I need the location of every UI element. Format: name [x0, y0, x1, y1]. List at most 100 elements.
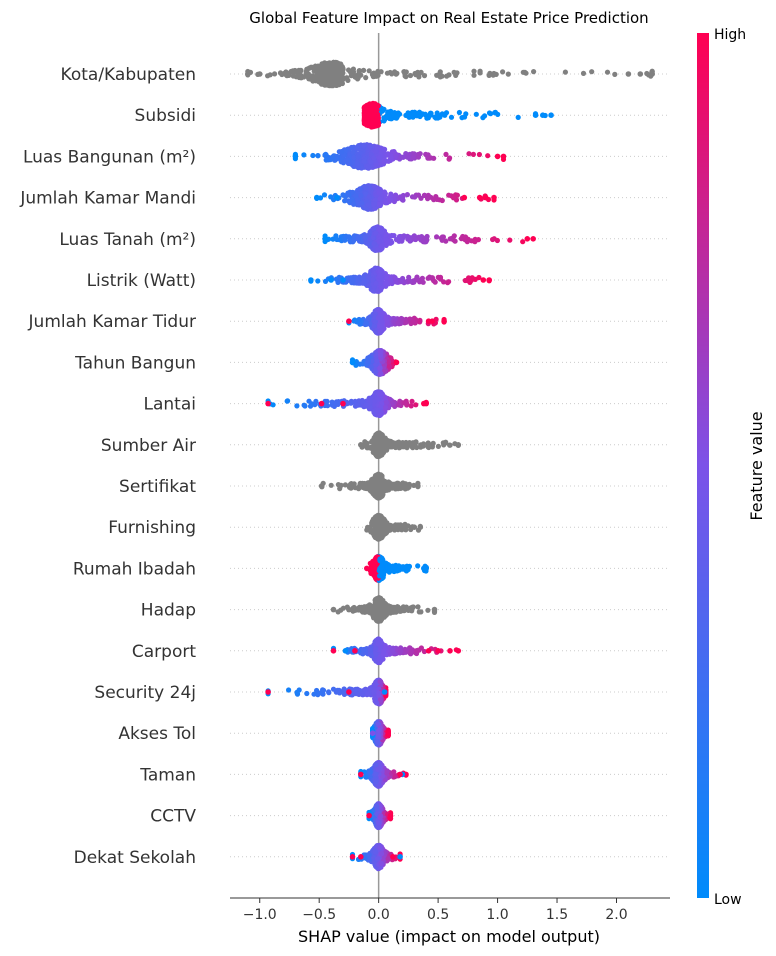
shap-point	[285, 70, 291, 76]
shap-point	[366, 316, 372, 322]
shap-point	[355, 236, 361, 242]
shap-point	[365, 241, 371, 247]
shap-point	[482, 113, 488, 119]
shap-point	[322, 152, 328, 158]
shap-point	[375, 118, 381, 124]
shap-point	[355, 165, 361, 171]
shap-point	[471, 68, 477, 74]
shap-point	[515, 114, 521, 120]
shap-point	[523, 70, 529, 76]
shap-point	[399, 238, 405, 244]
shap-point	[377, 273, 383, 279]
shap-point	[346, 318, 352, 325]
shap-point	[441, 318, 447, 325]
shap-point	[342, 237, 348, 243]
shap-point	[637, 71, 644, 77]
shap-point	[425, 192, 431, 198]
shap-point	[332, 70, 338, 76]
shap-point	[302, 403, 308, 409]
shap-point	[279, 71, 285, 78]
shap-point	[389, 232, 395, 239]
shap-point	[384, 321, 390, 328]
shap-point	[454, 70, 460, 76]
shap-point	[354, 402, 360, 408]
shap-point	[476, 151, 482, 158]
shap-point	[373, 148, 379, 154]
shap-point	[292, 153, 299, 160]
shap-point	[301, 74, 307, 80]
shap-point	[368, 109, 374, 115]
shap-point	[401, 233, 407, 239]
shap-point	[335, 60, 341, 66]
shap-point	[403, 112, 409, 118]
shap-point	[375, 247, 381, 253]
shap-point	[418, 195, 424, 201]
shap-point	[333, 400, 339, 406]
shap-point	[350, 149, 356, 155]
shap-point	[345, 157, 351, 163]
shap-point	[339, 67, 345, 73]
shap-point	[347, 69, 353, 75]
shap-point	[532, 112, 539, 118]
shap-point	[398, 279, 404, 285]
shap-point	[400, 194, 406, 200]
shap-point	[446, 192, 452, 198]
shap-point	[393, 153, 399, 159]
shap-point	[384, 240, 390, 246]
shap-point	[338, 77, 344, 83]
shap-point	[403, 319, 409, 325]
shap-point	[470, 151, 476, 157]
shap-point	[331, 60, 337, 66]
shap-point	[625, 71, 632, 77]
shap-point	[349, 359, 356, 366]
shap-point	[425, 318, 432, 325]
shap-point	[371, 323, 377, 329]
shap-point	[393, 359, 400, 366]
shap-point	[416, 234, 422, 240]
shap-point	[364, 104, 370, 110]
shap-point	[486, 277, 493, 283]
shap-point	[318, 400, 325, 407]
shap-point	[334, 236, 340, 243]
shap-point	[353, 193, 359, 199]
shap-point	[328, 277, 334, 283]
shap-point	[373, 110, 379, 116]
shap-point	[373, 230, 379, 236]
shap-point	[644, 70, 650, 77]
shap-point	[428, 110, 434, 116]
shap-point	[524, 236, 531, 242]
shap-point	[435, 443, 441, 449]
shap-point	[421, 73, 428, 79]
shap-point	[439, 73, 445, 79]
shap-point	[365, 202, 371, 208]
shap-point	[320, 61, 326, 67]
shap-point	[383, 314, 389, 320]
shap-point	[358, 193, 364, 199]
shap-point	[363, 185, 369, 191]
shap-point	[375, 315, 381, 321]
shap-point	[377, 154, 383, 160]
shap-point	[492, 110, 498, 116]
shap-point	[354, 277, 361, 283]
shap-point	[377, 352, 384, 358]
shap-point	[490, 236, 496, 243]
shap-point	[520, 239, 526, 245]
shap-point	[379, 146, 385, 152]
shap-point	[410, 114, 416, 120]
shap-point	[376, 308, 382, 314]
shap-point	[376, 201, 382, 207]
shap-point	[293, 74, 299, 80]
shap-point	[363, 75, 369, 81]
shap-point	[361, 67, 367, 73]
shap-point	[319, 79, 325, 85]
shap-point	[409, 194, 416, 200]
shap-point	[377, 323, 384, 329]
shap-point	[375, 407, 381, 414]
shap-point	[466, 151, 472, 157]
shap-point	[362, 234, 368, 240]
shap-point	[381, 157, 388, 163]
shap-point	[485, 153, 491, 159]
shap-point	[378, 371, 384, 377]
shap-point	[374, 162, 380, 168]
shap-point	[540, 112, 546, 118]
